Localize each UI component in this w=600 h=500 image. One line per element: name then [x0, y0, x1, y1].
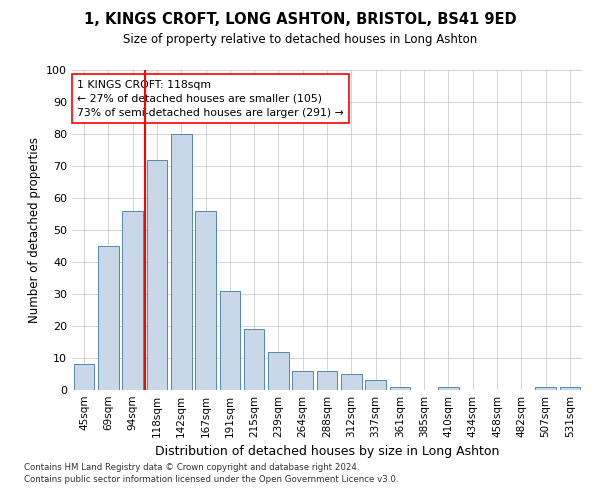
Bar [122, 211, 143, 390]
Bar [171, 134, 191, 390]
Bar [317, 371, 337, 390]
Bar [146, 160, 167, 390]
Bar [365, 380, 386, 390]
Bar [438, 387, 459, 390]
Bar [244, 329, 265, 390]
Bar [292, 371, 313, 390]
Y-axis label: Number of detached properties: Number of detached properties [28, 137, 41, 323]
Bar [341, 374, 362, 390]
Bar [389, 387, 410, 390]
Bar [220, 291, 240, 390]
Text: Contains HM Land Registry data © Crown copyright and database right 2024.: Contains HM Land Registry data © Crown c… [24, 464, 359, 472]
X-axis label: Distribution of detached houses by size in Long Ashton: Distribution of detached houses by size … [155, 446, 499, 458]
Bar [98, 246, 119, 390]
Bar [535, 387, 556, 390]
Bar [74, 364, 94, 390]
Bar [195, 211, 216, 390]
Text: Contains public sector information licensed under the Open Government Licence v3: Contains public sector information licen… [24, 475, 398, 484]
Bar [560, 387, 580, 390]
Bar [268, 352, 289, 390]
Text: 1 KINGS CROFT: 118sqm
← 27% of detached houses are smaller (105)
73% of semi-det: 1 KINGS CROFT: 118sqm ← 27% of detached … [77, 80, 344, 118]
Text: Size of property relative to detached houses in Long Ashton: Size of property relative to detached ho… [123, 32, 477, 46]
Text: 1, KINGS CROFT, LONG ASHTON, BRISTOL, BS41 9ED: 1, KINGS CROFT, LONG ASHTON, BRISTOL, BS… [83, 12, 517, 28]
